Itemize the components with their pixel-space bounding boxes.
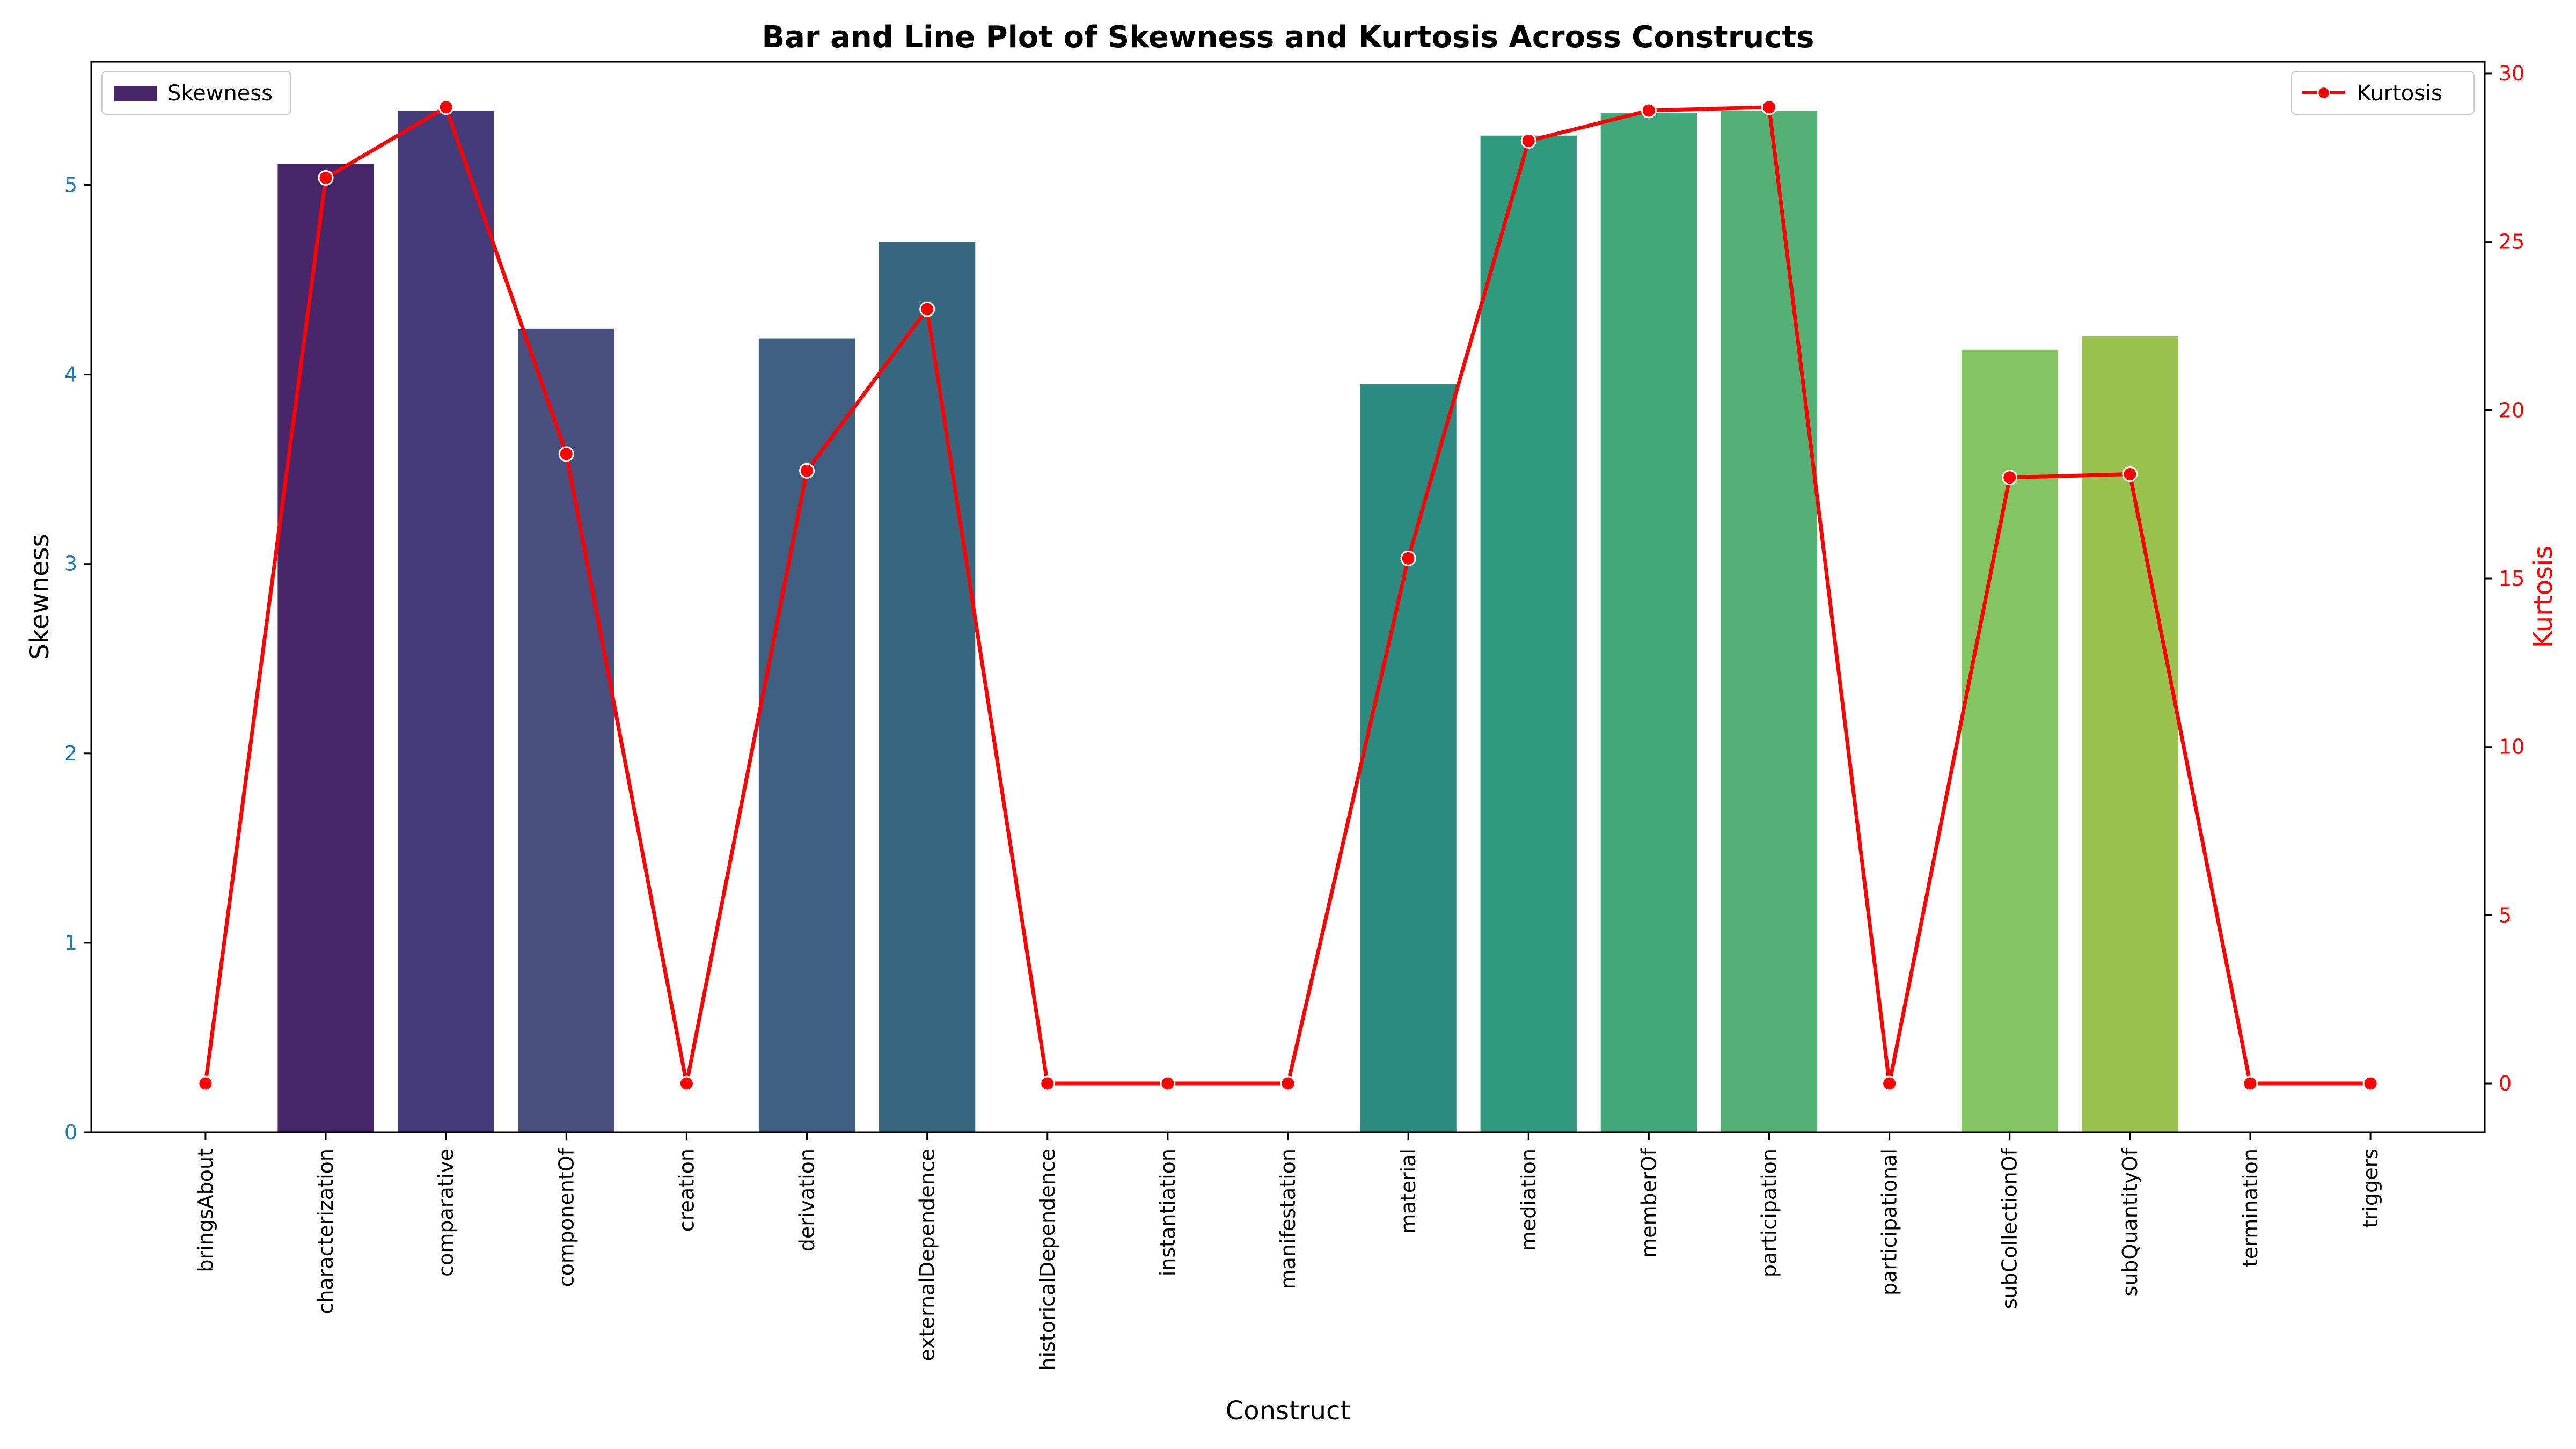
right-tick-label: 15 xyxy=(2499,567,2524,590)
right-tick-label: 25 xyxy=(2499,230,2524,254)
bar-skewness-externalDependence xyxy=(879,241,976,1132)
x-tick-label-creation: creation xyxy=(675,1148,698,1232)
x-tick-label-instantiation: instantiation xyxy=(1156,1148,1180,1276)
right-tick-label: 10 xyxy=(2499,735,2524,759)
x-axis-label: Construct xyxy=(1226,1396,1351,1426)
point-kurtosis-externalDependence xyxy=(919,301,935,317)
left-axis: 0 1 2 3 4 5 xyxy=(64,173,91,1144)
bar-skewness-mediation xyxy=(1480,135,1577,1132)
left-tick-label: 5 xyxy=(64,173,77,197)
point-kurtosis-triggers xyxy=(2362,1075,2379,1092)
right-tick-label: 20 xyxy=(2499,398,2524,422)
bar-skewness-comparative xyxy=(398,111,494,1133)
legend-kurtosis-label: Kurtosis xyxy=(2357,81,2442,106)
x-tick-label-historicalDependence: historicalDependence xyxy=(1036,1148,1059,1371)
bar-skewness-memberOf xyxy=(1600,113,1697,1132)
x-tick-label-manifestation: manifestation xyxy=(1276,1148,1300,1289)
bar-skewness-characterization xyxy=(277,164,374,1132)
point-kurtosis-subQuantityOf xyxy=(2122,466,2138,482)
left-tick-label: 2 xyxy=(64,742,77,765)
legend-skewness-label: Skewness xyxy=(167,81,273,106)
line-series-kurtosis xyxy=(197,99,2379,1092)
x-tick-label-triggers: triggers xyxy=(2359,1148,2382,1228)
left-axis-label: Skewness xyxy=(25,533,55,660)
point-kurtosis-manifestation xyxy=(1280,1075,1296,1092)
right-tick-label: 5 xyxy=(2499,903,2512,927)
x-tick-label-termination: termination xyxy=(2238,1148,2262,1267)
bar-skewness-subCollectionOf xyxy=(1962,349,2058,1132)
right-axis-label: Kurtosis xyxy=(2528,546,2558,648)
bar-skewness-derivation xyxy=(758,338,855,1132)
left-tick-label: 1 xyxy=(64,931,77,955)
bar-skewness-subQuantityOf xyxy=(2082,336,2178,1132)
chart-title: Bar and Line Plot of Skewness and Kurtos… xyxy=(762,20,1814,55)
x-tick-label-mediation: mediation xyxy=(1517,1148,1540,1251)
point-kurtosis-derivation xyxy=(799,463,815,479)
point-kurtosis-instantiation xyxy=(1160,1075,1176,1092)
point-kurtosis-termination xyxy=(2242,1075,2258,1092)
x-tick-label-subCollectionOf: subCollectionOf xyxy=(1998,1147,2022,1309)
legend-kurtosis-marker xyxy=(2317,86,2331,100)
point-kurtosis-creation xyxy=(678,1075,694,1092)
x-tick-label-subQuantityOf: subQuantityOf xyxy=(2118,1147,2142,1296)
x-tick-label-bringsAbout: bringsAbout xyxy=(194,1148,217,1272)
left-tick-label: 0 xyxy=(64,1121,77,1144)
point-kurtosis-bringsAbout xyxy=(197,1075,214,1092)
x-tick-label-derivation: derivation xyxy=(795,1148,819,1252)
point-kurtosis-subCollectionOf xyxy=(2002,470,2018,486)
point-kurtosis-participation xyxy=(1761,99,1777,115)
bar-skewness-participation xyxy=(1721,111,1818,1133)
x-tick-label-memberOf: memberOf xyxy=(1637,1147,1660,1257)
x-tick-label-participation: participation xyxy=(1757,1148,1781,1277)
point-kurtosis-mediation xyxy=(1520,133,1536,149)
x-tick-label-material: material xyxy=(1396,1148,1420,1234)
point-kurtosis-material xyxy=(1400,550,1416,566)
x-tick-label-externalDependence: externalDependence xyxy=(916,1148,939,1361)
point-kurtosis-componentOf xyxy=(558,446,574,462)
left-tick-label: 3 xyxy=(64,552,77,576)
bar-skewness-material xyxy=(1360,384,1457,1132)
legend-kurtosis: Kurtosis xyxy=(2291,71,2475,115)
x-tick-label-componentOf: componentOf xyxy=(554,1147,578,1287)
point-kurtosis-participational xyxy=(1882,1075,1898,1092)
legend-skewness-box xyxy=(101,71,291,115)
bar-series-skewness xyxy=(277,111,2178,1133)
point-kurtosis-comparative xyxy=(438,99,454,115)
legend-kurtosis-box xyxy=(2291,71,2475,115)
x-tick-label-comparative: comparative xyxy=(434,1148,458,1277)
legend-skewness: Skewness xyxy=(101,71,291,115)
right-tick-label: 0 xyxy=(2499,1072,2512,1095)
point-kurtosis-memberOf xyxy=(1641,103,1657,119)
right-axis: 0 5 10 15 20 25 30 xyxy=(2485,62,2524,1095)
point-kurtosis-historicalDependence xyxy=(1040,1075,1056,1092)
x-axis: bringsAbout characterization comparative co… xyxy=(194,1132,2382,1371)
x-tick-label-participational: participational xyxy=(1878,1148,1901,1296)
left-tick-label: 4 xyxy=(64,363,77,386)
point-kurtosis-characterization xyxy=(318,170,334,186)
right-tick-label: 30 xyxy=(2499,62,2524,85)
x-tick-label-characterization: characterization xyxy=(314,1148,338,1314)
legend-skewness-swatch xyxy=(114,86,157,101)
